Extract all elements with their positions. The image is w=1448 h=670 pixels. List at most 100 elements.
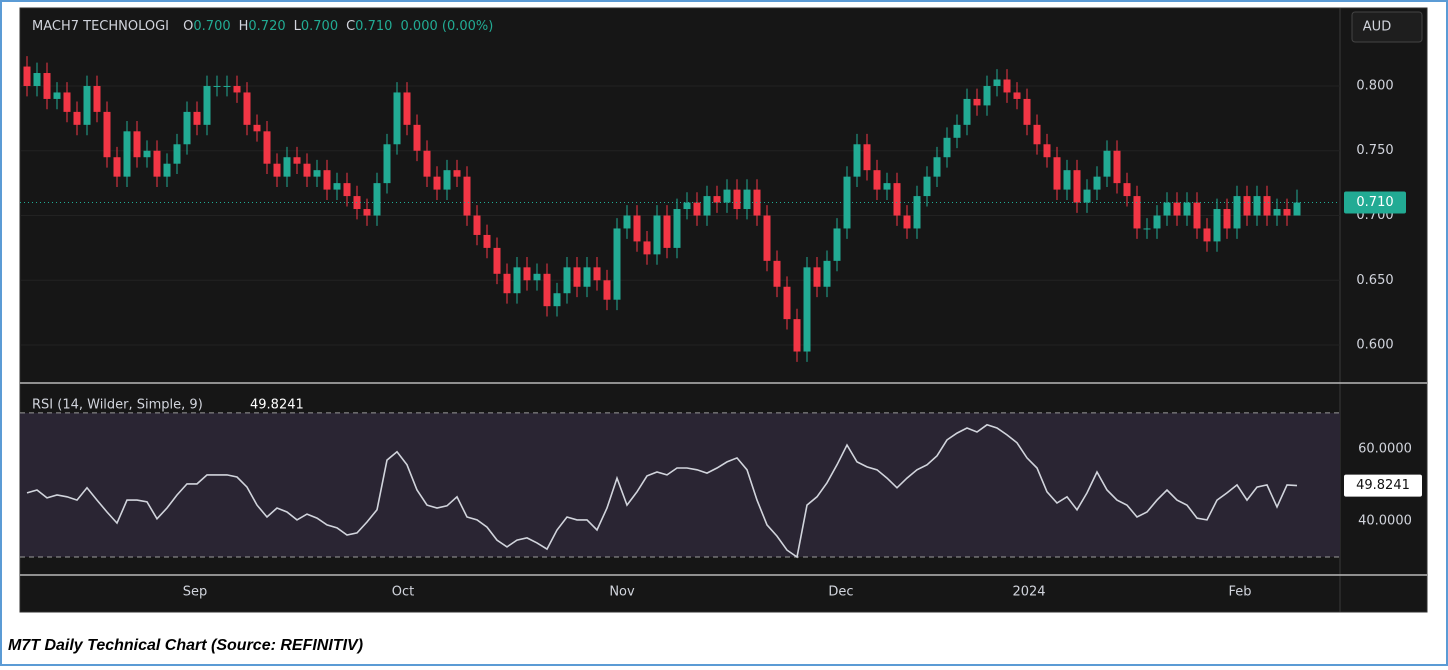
candle-body xyxy=(83,85,91,125)
ohlc-value: 0.700 xyxy=(301,19,338,34)
candle-body xyxy=(623,215,631,229)
rsi-band xyxy=(20,412,1340,557)
currency-button[interactable]: AUD xyxy=(1351,11,1423,43)
currency[interactable]: AUD xyxy=(1363,20,1391,35)
caption: M7T Daily Technical Chart (Source: REFIN… xyxy=(8,637,363,654)
candle-body xyxy=(423,150,431,177)
candle-body xyxy=(443,170,451,190)
candle-body xyxy=(1163,202,1171,216)
candle-body xyxy=(903,215,911,229)
candle-body xyxy=(1213,209,1221,242)
last-price-label: 0.710 xyxy=(1356,195,1393,210)
candle-body xyxy=(1263,196,1271,216)
candle-body xyxy=(163,163,171,177)
candle-body xyxy=(1153,215,1161,229)
change: 0.000 (0.00%) xyxy=(401,19,494,34)
candle-body xyxy=(933,157,941,177)
candle-body xyxy=(1283,209,1291,216)
candle-body xyxy=(773,260,781,287)
candle-body xyxy=(503,273,511,294)
candle-body xyxy=(583,267,591,287)
candle-body xyxy=(573,267,581,287)
candle-body xyxy=(1233,196,1241,229)
candle-body xyxy=(253,124,261,132)
candle-body xyxy=(733,189,741,210)
candle-body xyxy=(343,183,351,197)
candle-body xyxy=(473,215,481,235)
candle-body xyxy=(433,176,441,190)
candle-body xyxy=(63,92,71,112)
candle-body xyxy=(153,150,161,177)
candle-body xyxy=(173,144,181,164)
candle-body xyxy=(403,92,411,125)
ohlc-value: 0.710 xyxy=(355,19,392,34)
candle-body xyxy=(863,144,871,171)
candle-body xyxy=(833,228,841,261)
candle-body xyxy=(893,183,901,216)
candle-body xyxy=(983,85,991,106)
candle-body xyxy=(523,267,531,281)
candle-body xyxy=(413,124,421,151)
candle-body xyxy=(1043,144,1051,158)
candle-body xyxy=(993,79,1001,86)
ohlc-key: L xyxy=(294,19,302,34)
candle-body xyxy=(1023,98,1031,125)
button-bg[interactable] xyxy=(1351,11,1423,43)
symbol: MACH7 TECHNOLOGI xyxy=(32,19,169,34)
candle-body xyxy=(143,150,151,158)
candle-body xyxy=(1293,202,1301,216)
candle-body xyxy=(913,196,921,229)
candle-body xyxy=(613,228,621,300)
candle-body xyxy=(1223,209,1231,229)
x-tick-label: 2024 xyxy=(1012,585,1045,600)
candle-body xyxy=(373,183,381,216)
candle-body xyxy=(1053,157,1061,190)
candle-body xyxy=(383,144,391,184)
ohlc-key: O xyxy=(183,19,193,34)
candle-body xyxy=(673,209,681,248)
candle-body xyxy=(713,196,721,203)
candle-body xyxy=(293,157,301,164)
candle-body xyxy=(103,111,111,158)
y-tick-label: 40.0000 xyxy=(1358,513,1412,528)
candle-body xyxy=(1203,228,1211,242)
candle-body xyxy=(763,215,771,261)
candle-body xyxy=(483,234,491,248)
candle-body xyxy=(1273,209,1281,216)
x-tick-label: Feb xyxy=(1228,585,1251,600)
x-tick-label: Nov xyxy=(609,585,635,600)
x-tick-label: Oct xyxy=(392,585,414,600)
y-tick-label: 0.650 xyxy=(1356,273,1393,288)
candle-body xyxy=(753,189,761,216)
candle-body xyxy=(1033,124,1041,145)
candle-body xyxy=(603,280,611,300)
candle-body xyxy=(653,215,661,255)
candle-body xyxy=(73,111,81,125)
candle-body xyxy=(973,98,981,106)
rsi-line xyxy=(26,423,1298,559)
backgrounds xyxy=(20,85,1340,557)
candle-body xyxy=(543,273,551,307)
candle-body xyxy=(593,267,601,281)
candle-body xyxy=(1183,202,1191,216)
candle-body xyxy=(683,202,691,210)
candle-body xyxy=(313,170,321,177)
candle-body xyxy=(213,85,221,87)
candle-body xyxy=(393,92,401,145)
candle-body xyxy=(813,267,821,287)
candle-body xyxy=(693,202,701,216)
ohlc-key: H xyxy=(239,19,249,34)
candle-body xyxy=(1123,183,1131,197)
ohlc-key: C xyxy=(346,19,355,34)
candle-body xyxy=(783,286,791,320)
candle-body xyxy=(113,157,121,177)
candle-body xyxy=(643,241,651,255)
marks: Sep Oct Nov Dec 2024 Feb0.6000.6500.7000.7500… xyxy=(20,56,1422,600)
candle-body xyxy=(553,293,561,307)
candle-body xyxy=(53,92,61,99)
candle-body xyxy=(1243,196,1251,216)
rsi-value: 49.8241 xyxy=(250,398,304,413)
candle-body xyxy=(1063,170,1071,190)
candle-body xyxy=(883,183,891,190)
